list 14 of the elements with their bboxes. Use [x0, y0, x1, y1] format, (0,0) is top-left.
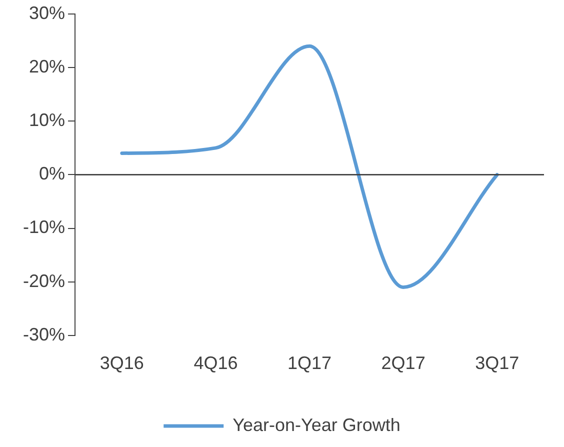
- line-series: [120, 44, 499, 289]
- y-tick-label: 10%: [28, 110, 66, 130]
- x-tick-label: 2Q17: [381, 353, 426, 374]
- legend-label: Year-on-Year Growth: [232, 414, 400, 435]
- x-tick-label: 4Q16: [194, 353, 238, 374]
- x-tick-label: 3Q17: [475, 353, 520, 374]
- y-tick-label: -10%: [22, 217, 66, 238]
- y-tick-label: 0%: [39, 164, 66, 184]
- y-tick-label: -30%: [22, 324, 66, 344]
- y-tick-label: 30%: [28, 2, 66, 23]
- x-tick-label: 3Q16: [100, 353, 144, 374]
- x-tick-label: 1Q17: [287, 353, 332, 374]
- y-tick-label: 20%: [28, 56, 66, 77]
- y-tick-label: -20%: [22, 270, 66, 291]
